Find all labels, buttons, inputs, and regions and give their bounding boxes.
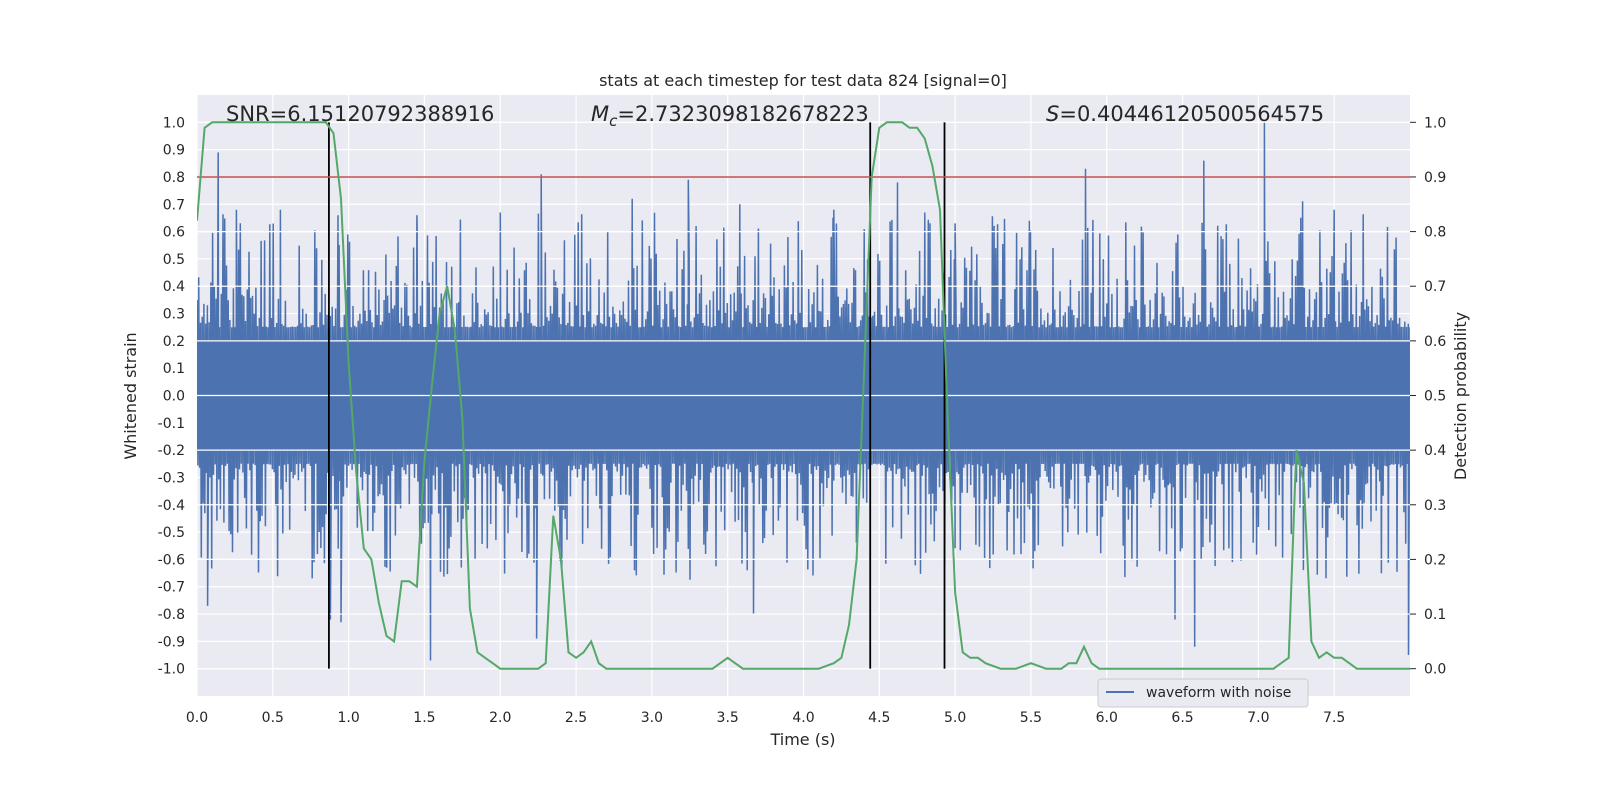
x-tick-label: 4.5 bbox=[868, 710, 890, 726]
x-tick-label: 1.0 bbox=[337, 710, 359, 726]
x-tick-label: 4.0 bbox=[792, 710, 814, 726]
y-tick-label-left: 0.4 bbox=[163, 279, 185, 295]
y-tick-label-right: 0.3 bbox=[1424, 498, 1446, 514]
x-tick-label: 7.0 bbox=[1247, 710, 1269, 726]
y-tick-label-right: 0.7 bbox=[1424, 279, 1446, 295]
y-tick-label-right: 1.0 bbox=[1424, 115, 1446, 131]
y-tick-label-right: 0.1 bbox=[1424, 607, 1446, 623]
y-tick-label-left: -0.8 bbox=[158, 607, 185, 623]
x-tick-label: 2.5 bbox=[565, 710, 587, 726]
y-tick-label-left: 0.0 bbox=[163, 389, 185, 405]
y-tick-label-right: 0.0 bbox=[1424, 662, 1446, 678]
x-tick-label: 7.5 bbox=[1323, 710, 1345, 726]
y-tick-label-left: 0.5 bbox=[163, 252, 185, 268]
y-tick-label-left: 0.7 bbox=[163, 197, 185, 213]
y-ticks-left: -1.0 -0.9 -0.8 -0.7 -0.6 -0.5 -0.4 -0.3 -0.2 -0.1… bbox=[158, 115, 185, 677]
y-tick-label-right: 0.8 bbox=[1424, 225, 1446, 241]
mc-prefix: M bbox=[591, 102, 609, 126]
y-axis-label-left: Whitened strain bbox=[121, 332, 140, 459]
mc-value: =2.7323098182678223 bbox=[617, 102, 868, 126]
y-tick-label-left: -0.7 bbox=[158, 580, 185, 596]
y-axis-label-right: Detection probability bbox=[1451, 312, 1470, 480]
x-tick-label: 1.5 bbox=[413, 710, 435, 726]
y-tick-label-right: 0.9 bbox=[1424, 170, 1446, 186]
x-tick-label: 2.0 bbox=[489, 710, 511, 726]
y-tick-label-right: 0.6 bbox=[1424, 334, 1446, 350]
y-tick-label-left: -0.4 bbox=[158, 498, 185, 514]
snr-annotation: SNR=6.15120792388916 bbox=[226, 102, 494, 126]
s-prefix: S bbox=[1046, 102, 1059, 126]
x-tick-label: 5.0 bbox=[944, 710, 966, 726]
y-tick-label-right: 0.5 bbox=[1424, 389, 1446, 405]
legend-entry-label: waveform with noise bbox=[1146, 685, 1291, 701]
probability-series bbox=[197, 121, 1410, 670]
mc-annotation: Mc=2.7323098182678223 bbox=[591, 102, 869, 130]
y-tick-label-left: -0.5 bbox=[158, 525, 185, 541]
legend: waveform with noise bbox=[1097, 678, 1309, 708]
mc-subscript: c bbox=[609, 112, 618, 130]
x-tick-label: 3.0 bbox=[641, 710, 663, 726]
x-tick-label: 6.5 bbox=[1171, 710, 1193, 726]
s-value: =0.40446120500564575 bbox=[1059, 102, 1324, 126]
y-tick-label-right: 0.2 bbox=[1424, 552, 1446, 568]
x-tick-label: 0.5 bbox=[262, 710, 284, 726]
y-tick-label-left: -0.6 bbox=[158, 552, 185, 568]
y-tick-label-left: 0.3 bbox=[163, 307, 185, 323]
x-tick-label: 0.0 bbox=[186, 710, 208, 726]
s-annotation: S=0.40446120500564575 bbox=[1046, 102, 1324, 126]
x-tick-label: 5.5 bbox=[1020, 710, 1042, 726]
x-ticks: 0.0 0.5 1.0 1.5 2.0 2.5 3.0 3.5 4.0 4.5 5.0 5.5 6.0 6… bbox=[186, 710, 1345, 726]
y-tick-label-left: 0.9 bbox=[163, 143, 185, 159]
probability-line bbox=[197, 121, 1410, 670]
x-axis-label: Time (s) bbox=[769, 730, 835, 749]
y-tick-label-left: 0.1 bbox=[163, 361, 185, 377]
y-ticks-right: 0.0 0.1 0.2 0.3 0.4 0.5 0.6 0.7 0.8 0.9 1.0 bbox=[1410, 115, 1446, 678]
y-tick-label-left: -0.9 bbox=[158, 634, 185, 650]
y-tick-label-left: -0.2 bbox=[158, 443, 185, 459]
y-tick-label-left: -0.3 bbox=[158, 470, 185, 486]
y-tick-label-left: -1.0 bbox=[158, 662, 185, 678]
y-tick-label-left: 0.2 bbox=[163, 334, 185, 350]
y-tick-label-left: 0.8 bbox=[163, 170, 185, 186]
legend-box bbox=[1097, 678, 1309, 708]
x-tick-label: 6.0 bbox=[1096, 710, 1118, 726]
y-tick-label-left: -0.1 bbox=[158, 416, 185, 432]
chart-title: stats at each timestep for test data 824… bbox=[599, 71, 1007, 90]
y-tick-label-left: 1.0 bbox=[163, 115, 185, 131]
x-tick-label: 3.5 bbox=[717, 710, 739, 726]
y-tick-label-left: 0.6 bbox=[163, 225, 185, 241]
y-tick-label-right: 0.4 bbox=[1424, 443, 1446, 459]
